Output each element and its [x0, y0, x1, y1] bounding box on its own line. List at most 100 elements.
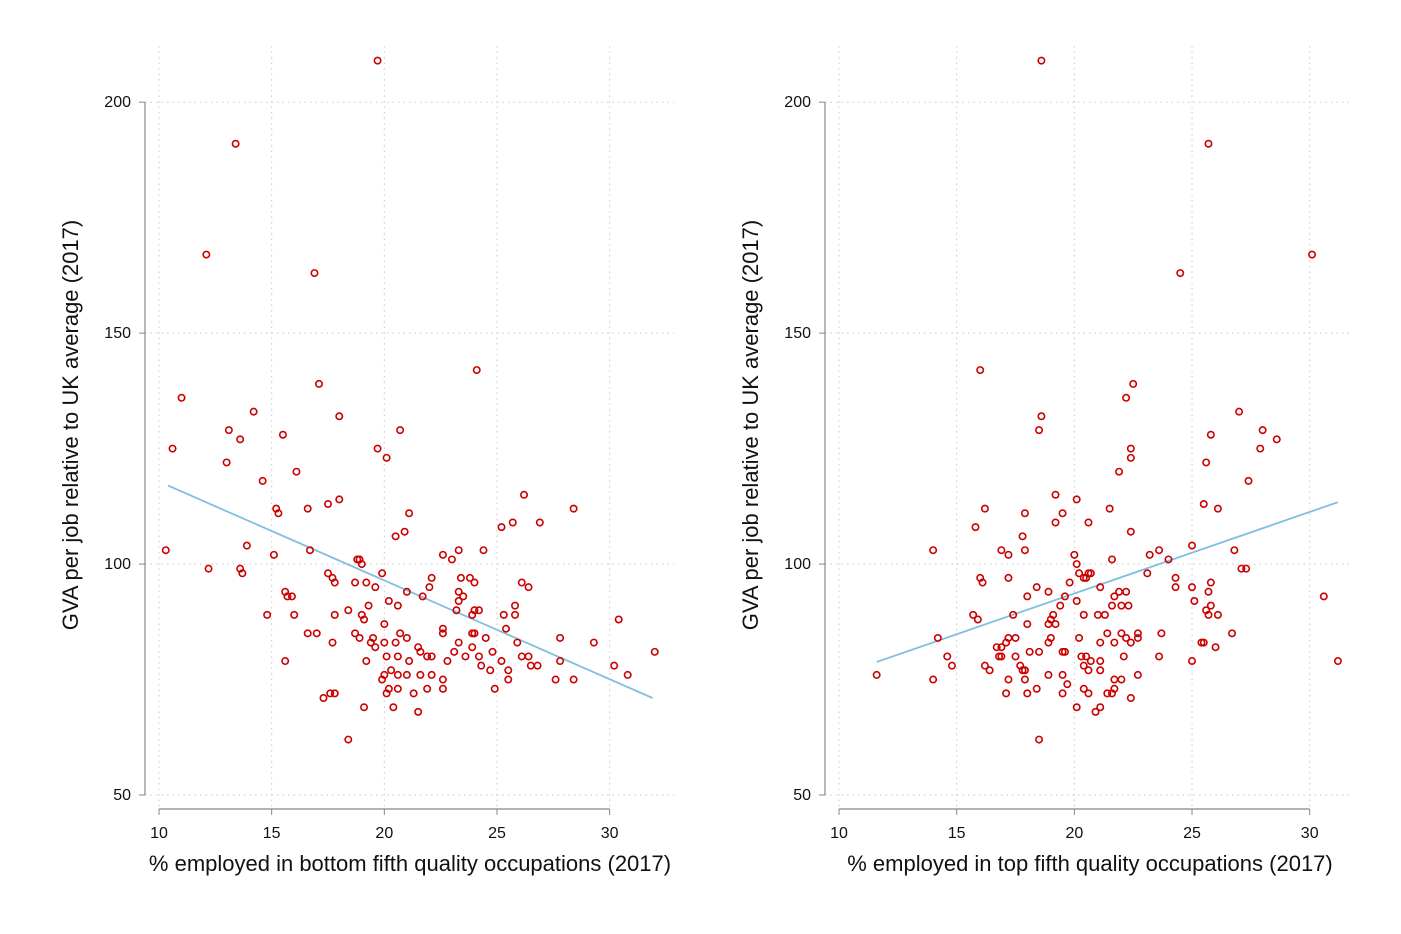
left-data-point — [511, 610, 520, 619]
left-scatter-panel: GVA per job relative to UK average (2017… — [58, 46, 674, 876]
right-data-point — [1110, 592, 1119, 601]
right-data-point — [1072, 560, 1081, 569]
left-data-point — [396, 426, 405, 435]
right-data-point — [1199, 500, 1208, 509]
right-data-point — [872, 670, 881, 679]
left-data-point — [438, 675, 447, 684]
left-data-point — [391, 638, 400, 647]
left-y-tick-label: 100 — [104, 556, 131, 573]
right-data-point — [1093, 610, 1102, 619]
left-data-point — [416, 647, 425, 656]
left-data-point — [290, 610, 299, 619]
right-data-point — [1070, 550, 1079, 559]
right-data-point — [1096, 666, 1105, 675]
right-data-point — [1025, 647, 1034, 656]
left-data-point — [556, 657, 565, 666]
right-data-point — [1084, 666, 1093, 675]
right-y-tick-label: 150 — [784, 325, 811, 342]
right-data-point — [1079, 610, 1088, 619]
right-x-tick-label: 10 — [830, 825, 848, 842]
left-data-point — [551, 675, 560, 684]
right-data-point — [1126, 444, 1135, 453]
right-data-point — [1091, 707, 1100, 716]
left-data-point — [236, 435, 245, 444]
left-data-point — [497, 523, 506, 532]
left-data-point — [416, 670, 425, 679]
right-data-point — [1023, 620, 1032, 629]
left-data-point — [508, 518, 517, 527]
left-data-point — [314, 379, 323, 388]
right-data-point — [1204, 610, 1213, 619]
right-data-point — [1188, 541, 1197, 550]
left-x-tick-label: 20 — [375, 825, 393, 842]
right-data-point — [1126, 453, 1135, 462]
left-data-point — [438, 684, 447, 693]
left-data-point — [242, 541, 251, 550]
left-data-point — [477, 661, 486, 670]
left-data-point — [513, 638, 522, 647]
right-y-axis-title: GVA per job relative to UK average (2017… — [738, 220, 763, 630]
left-data-point — [520, 490, 529, 499]
left-data-point — [362, 657, 371, 666]
left-data-point — [238, 569, 247, 578]
left-data-point — [524, 652, 533, 661]
right-data-point — [1126, 638, 1135, 647]
right-data-point — [1117, 675, 1126, 684]
right-data-point — [929, 546, 938, 555]
left-data-point — [292, 467, 301, 476]
right-data-point — [1155, 546, 1164, 555]
right-data-point — [1096, 638, 1105, 647]
right-x-tick-label: 25 — [1183, 825, 1201, 842]
left-data-point — [650, 647, 659, 656]
right-data-point — [1308, 250, 1317, 259]
right-data-point — [1020, 675, 1029, 684]
left-data-point — [204, 564, 213, 573]
left-data-point — [310, 269, 319, 278]
right-data-point — [1122, 633, 1131, 642]
right-data-point — [1171, 573, 1180, 582]
right-data-point — [1235, 407, 1244, 416]
right-data-point — [933, 633, 942, 642]
left-data-point — [504, 675, 513, 684]
left-data-point — [470, 578, 479, 587]
left-data-point — [351, 578, 360, 587]
left-data-point — [360, 703, 369, 712]
right-data-point — [929, 675, 938, 684]
right-data-point — [1100, 610, 1109, 619]
right-data-point — [1258, 426, 1267, 435]
right-data-point — [1213, 610, 1222, 619]
right-y-tick-label: 200 — [784, 94, 811, 111]
right-data-point — [1117, 601, 1126, 610]
right-data-point — [1032, 684, 1041, 693]
right-data-point — [1188, 583, 1197, 592]
right-data-point — [1333, 657, 1342, 666]
right-data-point — [1023, 592, 1032, 601]
left-data-point — [371, 583, 380, 592]
right-data-point — [1079, 573, 1088, 582]
left-data-point — [465, 573, 474, 582]
left-data-point — [387, 666, 396, 675]
left-data-point — [569, 504, 578, 513]
left-data-point — [362, 578, 371, 587]
left-data-point — [472, 366, 481, 375]
right-data-point — [1272, 435, 1281, 444]
left-data-point — [488, 647, 497, 656]
right-data-point — [1065, 578, 1074, 587]
right-data-point — [1202, 458, 1211, 467]
left-data-point — [468, 643, 477, 652]
left-data-point — [224, 426, 233, 435]
left-data-point — [405, 657, 414, 666]
left-data-point — [438, 624, 447, 633]
right-data-point — [1037, 412, 1046, 421]
left-data-point — [323, 569, 332, 578]
left-data-point — [344, 606, 353, 615]
left-data-point — [312, 629, 321, 638]
right-data-point — [1145, 550, 1154, 559]
left-data-point — [461, 652, 470, 661]
left-data-point — [427, 652, 436, 661]
right-data-point — [1079, 661, 1088, 670]
left-data-point — [470, 629, 479, 638]
left-data-point — [364, 601, 373, 610]
left-data-point — [454, 638, 463, 647]
left-data-point — [479, 546, 488, 555]
